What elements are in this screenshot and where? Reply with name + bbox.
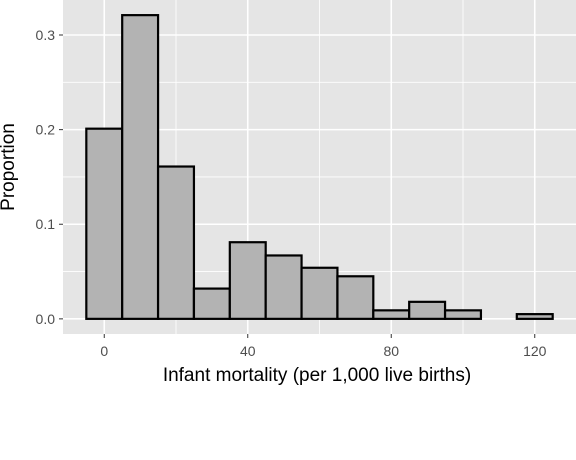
y-tick-label: 0.3: [36, 27, 56, 43]
x-tick-label: 0: [100, 343, 108, 359]
histogram-bar: [85, 127, 124, 320]
histogram-bar: [372, 309, 411, 320]
y-axis-title: Proportion: [0, 123, 19, 211]
histogram-bar: [121, 14, 160, 320]
y-tick-label: 0.0: [36, 311, 56, 327]
y-tick-label: 0.2: [36, 122, 56, 138]
histogram-bar: [336, 275, 375, 320]
histogram-bar: [300, 266, 339, 320]
histogram-bar: [443, 309, 483, 320]
histogram-bar: [515, 313, 554, 320]
y-tick-label: 0.1: [36, 216, 56, 232]
histogram-bar: [192, 287, 231, 320]
y-axis-ticks: 0.0 0.1 0.2 0.3: [36, 27, 63, 327]
histogram-bar: [408, 300, 447, 320]
histogram-bar: [156, 165, 196, 320]
x-tick-label: 40: [240, 343, 256, 359]
histogram-bar: [228, 241, 267, 320]
histogram-bars: [85, 14, 554, 320]
histogram-bar: [264, 254, 303, 320]
x-axis-title: Infant mortality (per 1,000 live births): [163, 365, 471, 386]
x-tick-label: 80: [383, 343, 399, 359]
x-tick-label: 120: [523, 343, 547, 359]
x-axis-ticks: 0 40 80 120: [100, 334, 547, 359]
